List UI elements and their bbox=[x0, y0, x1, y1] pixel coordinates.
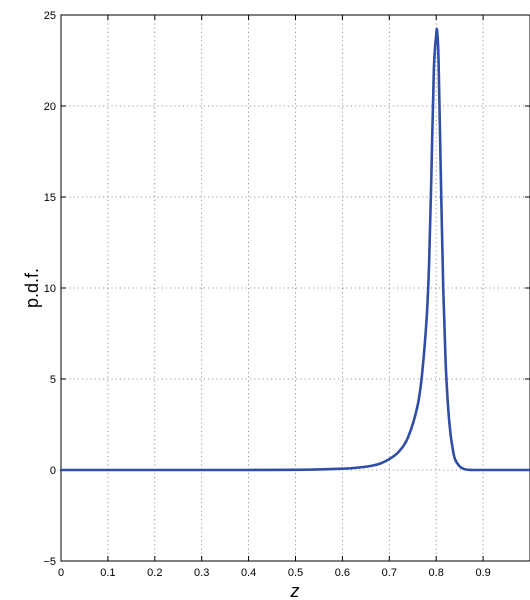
y-tick-label: 0 bbox=[50, 465, 56, 477]
y-tick-labels: −5 0 5 10 15 20 25 bbox=[43, 10, 56, 568]
y-tick-label: 20 bbox=[44, 101, 56, 113]
pdf-series-line bbox=[59, 27, 530, 472]
y-tick-label: 15 bbox=[44, 192, 56, 204]
x-tick-label: 0.8 bbox=[429, 567, 444, 579]
y-tick-label: −5 bbox=[43, 556, 56, 568]
x-tick-label: 0.9 bbox=[475, 567, 490, 579]
x-tick-label: 0.6 bbox=[335, 567, 350, 579]
y-axis-label: p.d.f. bbox=[22, 268, 42, 308]
x-tick-label: 0.7 bbox=[382, 567, 397, 579]
x-tick-label: 0.2 bbox=[147, 567, 162, 579]
series-group bbox=[59, 27, 530, 472]
x-tick-label: 0 bbox=[58, 567, 64, 579]
y-tick-label: 10 bbox=[44, 283, 56, 295]
axis-ticks bbox=[60, 14, 530, 562]
x-tick-label: 0.1 bbox=[100, 567, 115, 579]
x-tick-label: 0.3 bbox=[194, 567, 209, 579]
x-tick-labels: 0 0.1 0.2 0.3 0.4 0.5 0.6 0.7 0.8 0.9 bbox=[58, 567, 491, 579]
x-tick-label: 0.5 bbox=[288, 567, 303, 579]
x-axis-label: z bbox=[290, 581, 300, 600]
x-tick-label: 0.4 bbox=[241, 567, 256, 579]
y-tick-label: 25 bbox=[44, 10, 56, 22]
y-tick-label: 5 bbox=[50, 374, 56, 386]
grid bbox=[61, 15, 530, 561]
